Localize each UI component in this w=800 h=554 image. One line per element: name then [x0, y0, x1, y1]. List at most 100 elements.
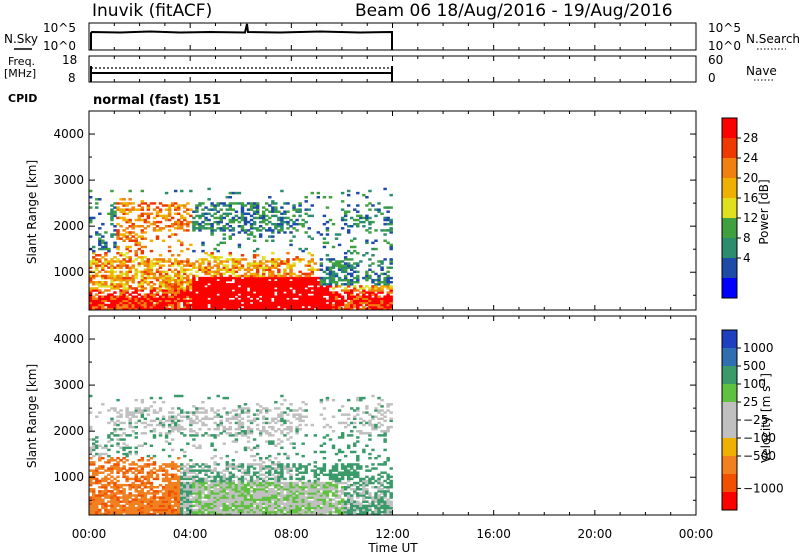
heatmap-cell — [246, 293, 251, 296]
heatmap-cell — [204, 504, 208, 508]
heatmap-cell — [292, 208, 296, 211]
heatmap-cell — [289, 490, 293, 493]
heatmap-cell — [137, 283, 141, 286]
heatmap-cell — [149, 272, 154, 276]
heatmap-cell — [283, 285, 287, 288]
heatmap-cell — [231, 287, 236, 290]
heatmap-cell — [365, 241, 369, 245]
heatmap-cell — [280, 212, 284, 216]
heatmap-cell — [137, 256, 141, 259]
heatmap-cell — [89, 506, 93, 510]
heatmap-cell — [225, 432, 230, 435]
heatmap-cell — [183, 276, 187, 280]
heatmap-cell — [322, 500, 327, 503]
heatmap-cell — [189, 508, 193, 512]
heatmap-cell — [155, 417, 160, 421]
heatmap-cell — [113, 307, 117, 311]
heatmap-cell — [346, 272, 351, 276]
heatmap-cell — [225, 419, 230, 423]
heatmap-cell — [304, 220, 308, 224]
heatmap-cell — [356, 295, 360, 298]
nsearch-tick-bottom: 10^0 — [708, 39, 741, 53]
heatmap-cell — [180, 411, 184, 414]
heatmap-cell — [310, 283, 314, 286]
heatmap-cell — [280, 477, 284, 481]
heatmap-cell — [225, 299, 230, 303]
heatmap-cell — [216, 272, 220, 276]
heatmap-cell — [128, 425, 132, 429]
heatmap-cell — [283, 434, 287, 437]
heatmap-cell — [195, 206, 199, 209]
heatmap-cell — [167, 490, 172, 493]
heatmap-cell — [104, 307, 108, 311]
heatmap-cell — [353, 469, 357, 472]
heatmap-cell — [186, 477, 190, 481]
heatmap-cell — [210, 498, 214, 501]
heatmap-cell — [128, 278, 132, 282]
heatmap-cell — [301, 442, 305, 445]
heatmap-cell — [140, 490, 145, 493]
heatmap-cell — [201, 225, 205, 228]
heatmap-cell — [243, 411, 248, 414]
heatmap-cell — [170, 204, 175, 207]
heatmap-cell — [292, 287, 296, 290]
heatmap-cell — [110, 210, 114, 213]
heatmap-cell — [249, 454, 254, 458]
heatmap-cell — [371, 280, 375, 284]
heatmap-cell — [149, 473, 154, 477]
heatmap-cell — [240, 291, 245, 294]
heatmap-cell — [274, 206, 278, 209]
heatmap-cell — [356, 214, 360, 218]
heatmap-cell — [340, 191, 345, 195]
heatmap-cell — [180, 266, 184, 269]
heatmap-cell — [140, 235, 145, 238]
heatmap-cell — [319, 498, 324, 501]
heatmap-cell — [292, 258, 296, 261]
heatmap-cell — [295, 452, 299, 456]
heatmap-cell — [207, 208, 211, 211]
heatmap-cell — [255, 212, 260, 216]
heatmap-cell — [207, 479, 211, 483]
heatmap-cell — [134, 299, 138, 303]
heatmap-cell — [161, 301, 166, 305]
heatmap-cell — [280, 502, 284, 506]
heatmap-cell — [346, 475, 351, 479]
heatmap-cell — [322, 245, 327, 249]
heatmap-cell — [189, 262, 193, 265]
heatmap-cell — [295, 289, 299, 292]
heatmap-cell — [201, 307, 205, 311]
heatmap-cell — [246, 303, 251, 307]
heatmap-cell — [89, 490, 93, 493]
heatmap-cell — [322, 463, 327, 466]
heatmap-cell — [301, 218, 305, 222]
heatmap-cell — [386, 297, 390, 301]
heatmap-cell — [383, 278, 387, 282]
heatmap-cell — [228, 485, 233, 489]
heatmap-cell — [322, 436, 327, 439]
heatmap-cell — [89, 276, 93, 280]
heatmap-cell — [331, 483, 336, 487]
heatmap-cell — [356, 512, 360, 516]
heatmap-cell — [210, 469, 214, 472]
heatmap-cell — [301, 496, 305, 499]
heatmap-cell — [322, 407, 327, 410]
heatmap-cell — [377, 291, 381, 294]
heatmap-cell — [95, 510, 99, 514]
heatmap-cell — [152, 272, 157, 276]
heatmap-cell — [343, 469, 348, 472]
heatmap-cell — [149, 285, 154, 288]
colorbar-tick-label: 12 — [743, 211, 758, 225]
heatmap-cell — [258, 411, 263, 414]
heatmap-cell — [252, 204, 257, 207]
heatmap-cell — [195, 299, 199, 303]
heatmap-cell — [271, 496, 275, 499]
heatmap-cell — [107, 285, 111, 288]
heatmap-cell — [98, 502, 102, 506]
heatmap-cell — [104, 280, 108, 284]
heatmap-cell — [207, 465, 211, 468]
heatmap-cell — [292, 299, 296, 303]
heatmap-cell — [301, 471, 305, 474]
heatmap-cell — [304, 303, 308, 307]
heatmap-cell — [271, 264, 275, 267]
heatmap-cell — [158, 483, 163, 487]
